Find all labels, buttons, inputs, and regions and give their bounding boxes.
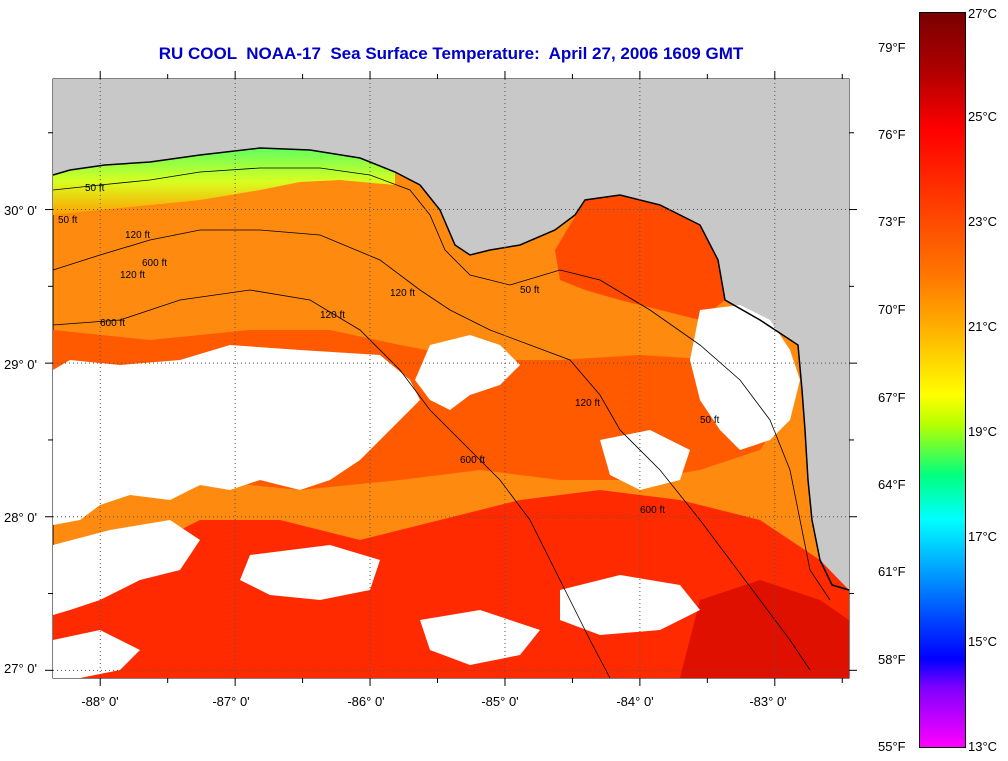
axis-ticks: [45, 71, 857, 686]
contour-label: 120 ft: [320, 310, 346, 321]
contour-label: 600 ft: [460, 455, 486, 466]
contour-label: 120 ft: [125, 230, 151, 241]
lon-label-88: -88° 0': [81, 694, 119, 709]
cloud-southwest: [53, 520, 200, 615]
colorbar-c-21: 21°C: [968, 319, 998, 334]
colorbar-c-19: 19°C: [968, 424, 998, 439]
cloud-east: [690, 305, 800, 450]
lat-label-27: 27° 0': [4, 661, 37, 676]
colorbar-f-76: 76°F: [878, 127, 906, 142]
cloud-west: [53, 345, 420, 525]
lon-label-87: -87° 0': [212, 694, 250, 709]
lat-label-28: 28° 0': [4, 510, 37, 525]
contour-line-deep: [52, 289, 611, 679]
warm-water-south: [53, 490, 849, 678]
colorbar-c-27: 27°C: [968, 6, 998, 21]
lon-label-86: -86° 0': [347, 694, 385, 709]
cloud-lower-left: [53, 630, 140, 678]
contour-label: 50 ft: [58, 215, 78, 226]
colorbar-f-64: 64°F: [878, 477, 906, 492]
contour-label: 120 ft: [575, 398, 601, 409]
cloud-southcenter: [240, 545, 380, 600]
contour-label: 600 ft: [100, 318, 126, 329]
warm-water-south-deep: [680, 580, 849, 678]
contour-label: 50 ft: [520, 285, 540, 296]
warm-water-east: [555, 195, 725, 320]
contour-label: 600 ft: [142, 258, 168, 269]
cloud-east-2: [600, 430, 690, 490]
colorbar-f-73: 73°F: [878, 214, 906, 229]
contour-label: 50 ft: [700, 415, 720, 426]
colorbar-f-67: 67°F: [878, 390, 906, 405]
colorbar-c-17: 17°C: [968, 529, 998, 544]
colorbar-c-13: 13°C: [968, 739, 998, 754]
colorbar-c-25: 25°C: [968, 109, 998, 124]
temperature-colorbar: [919, 12, 966, 748]
cloud-south-east: [560, 575, 700, 635]
colorbar-c-23: 23°C: [968, 214, 998, 229]
cloud-south-bottom: [420, 610, 540, 665]
colorbar-f-70: 70°F: [878, 302, 906, 317]
coastline: [52, 147, 850, 591]
land-mass: [53, 79, 849, 590]
lat-label-29: 29° 0': [4, 357, 37, 372]
contour-label: 50 ft: [85, 183, 105, 194]
colorbar-f-55: 55°F: [878, 739, 906, 754]
cool-water-band: [53, 148, 395, 215]
graticule: [53, 79, 849, 678]
colorbar-f-58: 58°F: [878, 652, 906, 667]
lat-label-30: 30° 0': [4, 203, 37, 218]
map-title: RU COOL NOAA-17 Sea Surface Temperature:…: [158, 44, 744, 63]
cloud-center: [415, 335, 520, 410]
lon-label-85: -85° 0': [481, 694, 519, 709]
lon-label-83: -83° 0': [749, 694, 787, 709]
contour-label: 120 ft: [120, 270, 146, 281]
colorbar-f-61: 61°F: [878, 564, 906, 579]
contour-line-mid: [52, 229, 811, 671]
colorbar-f-79: 79°F: [878, 40, 906, 55]
contour-label: 120 ft: [390, 288, 416, 299]
lon-label-84: -84° 0': [616, 694, 654, 709]
contour-line-shallow: [52, 167, 831, 601]
contour-label: 600 ft: [640, 505, 666, 516]
colorbar-c-15: 15°C: [968, 634, 998, 649]
